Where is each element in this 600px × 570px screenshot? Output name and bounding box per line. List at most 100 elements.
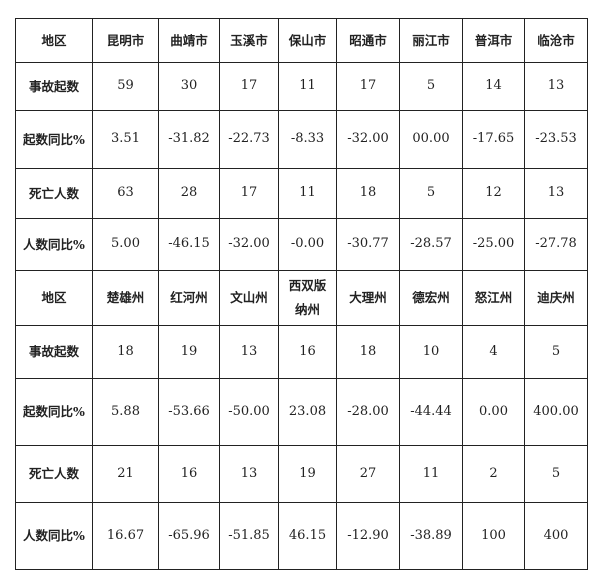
data-cell: 5 bbox=[524, 325, 588, 379]
data-cell: 19 bbox=[158, 325, 220, 379]
region-name: 临沧市 bbox=[524, 18, 588, 63]
data-cell: 5.00 bbox=[92, 218, 159, 271]
data-cell: 0.00 bbox=[462, 378, 525, 446]
data-cell: 5 bbox=[399, 62, 463, 111]
data-cell: 13 bbox=[219, 445, 279, 503]
region-name: 怒江州 bbox=[462, 270, 525, 326]
data-cell: -44.44 bbox=[399, 378, 463, 446]
metric-label: 死亡人数 bbox=[15, 168, 93, 219]
region-name: 楚雄州 bbox=[92, 270, 159, 326]
table-row: 人数同比% 5.00 -46.15 -32.00 -0.00 -30.77 -28.57 -2… bbox=[15, 218, 588, 271]
data-cell: -53.66 bbox=[158, 378, 220, 446]
data-cell: 10 bbox=[399, 325, 463, 379]
data-cell: -12.90 bbox=[336, 502, 400, 570]
data-cell: 4 bbox=[462, 325, 525, 379]
region-name: 曲靖市 bbox=[158, 18, 220, 63]
metric-label: 人数同比% bbox=[15, 502, 93, 570]
data-cell: 16.67 bbox=[92, 502, 159, 570]
data-cell: 5 bbox=[399, 168, 463, 219]
data-cell: 18 bbox=[336, 168, 400, 219]
metric-label: 事故起数 bbox=[15, 62, 93, 111]
metric-label: 起数同比% bbox=[15, 378, 93, 446]
data-cell: 59 bbox=[92, 62, 159, 111]
metric-label: 事故起数 bbox=[15, 325, 93, 379]
table-row: 起数同比% 5.88 -53.66 -50.00 23.08 -28.00 -44.44 0.… bbox=[15, 378, 588, 446]
region-name: 文山州 bbox=[219, 270, 279, 326]
table-row: 起数同比% 3.51 -31.82 -22.73 -8.33 -32.00 00.00 -17… bbox=[15, 110, 588, 169]
data-cell: -31.82 bbox=[158, 110, 220, 169]
region-name: 丽江市 bbox=[399, 18, 463, 63]
region-name: 昭通市 bbox=[336, 18, 400, 63]
header-row: 地区 昆明市 曲靖市 玉溪市 保山市 昭通市 丽江市 普洱市 临沧市 bbox=[15, 18, 588, 63]
data-cell: -23.53 bbox=[524, 110, 588, 169]
region-label: 地区 bbox=[15, 270, 93, 326]
data-cell: 17 bbox=[336, 62, 400, 111]
data-cell: 17 bbox=[219, 168, 279, 219]
table-row: 事故起数 18 19 13 16 18 10 4 5 bbox=[15, 325, 588, 379]
data-cell: 63 bbox=[92, 168, 159, 219]
table-row: 事故起数 59 30 17 11 17 5 14 13 bbox=[15, 62, 588, 111]
data-cell: 23.08 bbox=[278, 378, 337, 446]
data-cell: -28.57 bbox=[399, 218, 463, 271]
data-cell: 100 bbox=[462, 502, 525, 570]
table-row: 人数同比% 16.67 -65.96 -51.85 46.15 -12.90 -38.89 1… bbox=[15, 502, 588, 570]
table-row: 死亡人数 63 28 17 11 18 5 12 13 bbox=[15, 168, 588, 219]
data-cell: 27 bbox=[336, 445, 400, 503]
data-cell: 30 bbox=[158, 62, 220, 111]
data-cell: 21 bbox=[92, 445, 159, 503]
data-cell: 28 bbox=[158, 168, 220, 219]
data-cell: 18 bbox=[336, 325, 400, 379]
data-cell: -0.00 bbox=[278, 218, 337, 271]
data-cell: -32.00 bbox=[336, 110, 400, 169]
data-cell: -17.65 bbox=[462, 110, 525, 169]
data-cell: 00.00 bbox=[399, 110, 463, 169]
data-cell: 46.15 bbox=[278, 502, 337, 570]
data-cell: -38.89 bbox=[399, 502, 463, 570]
data-cell: 5 bbox=[524, 445, 588, 503]
region-name: 德宏州 bbox=[399, 270, 463, 326]
data-cell: -8.33 bbox=[278, 110, 337, 169]
table-row: 死亡人数 21 16 13 19 27 11 2 5 bbox=[15, 445, 588, 503]
data-cell: 13 bbox=[524, 62, 588, 111]
region-name: 大理州 bbox=[336, 270, 400, 326]
data-cell: -51.85 bbox=[219, 502, 279, 570]
data-cell: -50.00 bbox=[219, 378, 279, 446]
data-cell: -22.73 bbox=[219, 110, 279, 169]
data-cell: -46.15 bbox=[158, 218, 220, 271]
data-cell: 17 bbox=[219, 62, 279, 111]
region-name: 西双版纳州 bbox=[278, 270, 337, 326]
data-cell: 13 bbox=[219, 325, 279, 379]
data-cell: 16 bbox=[158, 445, 220, 503]
data-cell: 5.88 bbox=[92, 378, 159, 446]
data-cell: 400.00 bbox=[524, 378, 588, 446]
data-cell: -25.00 bbox=[462, 218, 525, 271]
header-row: 地区 楚雄州 红河州 文山州 西双版纳州 大理州 德宏州 怒江州 迪庆州 bbox=[15, 270, 588, 326]
region-name: 玉溪市 bbox=[219, 18, 279, 63]
data-cell: 11 bbox=[278, 168, 337, 219]
data-cell: -32.00 bbox=[219, 218, 279, 271]
region-name: 普洱市 bbox=[462, 18, 525, 63]
data-cell: 13 bbox=[524, 168, 588, 219]
data-cell: 11 bbox=[278, 62, 337, 111]
metric-label: 死亡人数 bbox=[15, 445, 93, 503]
data-cell: 12 bbox=[462, 168, 525, 219]
data-cell: 14 bbox=[462, 62, 525, 111]
region-name: 红河州 bbox=[158, 270, 220, 326]
accident-statistics-table: 地区 昆明市 曲靖市 玉溪市 保山市 昭通市 丽江市 普洱市 临沧市 事故起数 59 30 17 11 17… bbox=[15, 18, 588, 570]
metric-label: 起数同比% bbox=[15, 110, 93, 169]
data-cell: 3.51 bbox=[92, 110, 159, 169]
region-label: 地区 bbox=[15, 18, 93, 63]
metric-label: 人数同比% bbox=[15, 218, 93, 271]
data-cell: -65.96 bbox=[158, 502, 220, 570]
data-cell: 18 bbox=[92, 325, 159, 379]
data-cell: 2 bbox=[462, 445, 525, 503]
region-name: 昆明市 bbox=[92, 18, 159, 63]
data-cell: -30.77 bbox=[336, 218, 400, 271]
region-name: 迪庆州 bbox=[524, 270, 588, 326]
data-cell: -27.78 bbox=[524, 218, 588, 271]
data-cell: -28.00 bbox=[336, 378, 400, 446]
data-cell: 400 bbox=[524, 502, 588, 570]
region-name: 保山市 bbox=[278, 18, 337, 63]
data-cell: 19 bbox=[278, 445, 337, 503]
data-cell: 16 bbox=[278, 325, 337, 379]
